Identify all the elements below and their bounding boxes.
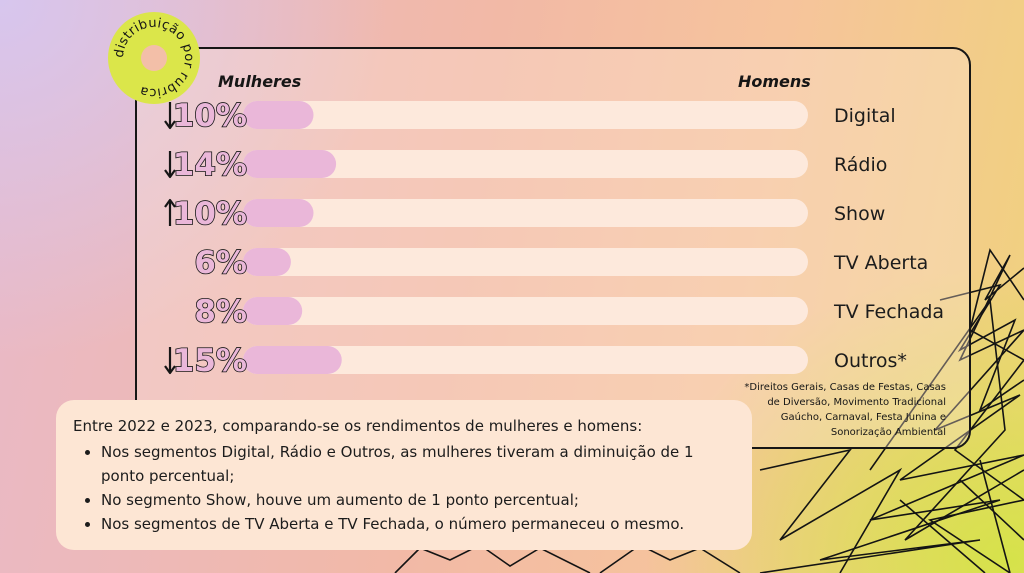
category-label: TV Fechada (833, 301, 944, 323)
summary-bullet: Nos segmentos de TV Aberta e TV Fechada,… (101, 512, 734, 536)
summary-intro: Entre 2022 e 2023, comparando-se os rend… (73, 417, 643, 435)
men-column-label: Homens (738, 72, 811, 91)
value-label: 6% (194, 245, 247, 281)
stamp-hole (141, 45, 167, 71)
footnote: *Direitos Gerais, Casas de Festas, Casas… (744, 382, 946, 438)
down-arrow-head (164, 169, 176, 179)
category-label: Rádio (834, 154, 887, 176)
summary-bullet: Nos segmentos Digital, Rádio e Outros, a… (101, 440, 734, 488)
men-bar (243, 346, 808, 374)
category-label: TV Aberta (833, 252, 928, 274)
women-bar (243, 248, 291, 276)
value-label: 10% (173, 98, 247, 134)
value-label: 14% (173, 147, 247, 183)
women-bar (243, 346, 342, 374)
women-column-label: Mulheres (218, 72, 302, 91)
category-label: Outros* (834, 350, 907, 372)
rubrica-stamp: distribuição por rubrica (108, 12, 200, 104)
women-bar (243, 150, 337, 178)
women-bar (243, 297, 303, 325)
men-bar (243, 248, 808, 276)
summary-list: Nos segmentos Digital, Rádio e Outros, a… (73, 440, 734, 536)
up-arrow-head (164, 198, 176, 208)
down-arrow-head (164, 365, 176, 375)
value-label: 15% (173, 343, 247, 379)
summary-box: Entre 2022 e 2023, comparando-se os rend… (56, 400, 752, 550)
women-bar (243, 101, 314, 129)
men-bar (243, 199, 808, 227)
summary-bullet: No segmento Show, houve um aumento de 1 … (101, 488, 734, 512)
men-bar (243, 150, 808, 178)
men-bar (243, 297, 808, 325)
down-arrow-head (164, 120, 176, 130)
men-bar (243, 101, 808, 129)
category-label: Digital (834, 105, 896, 127)
category-label: Show (834, 203, 885, 225)
women-bar (243, 199, 314, 227)
value-label: 10% (173, 196, 247, 232)
value-label: 8% (194, 294, 247, 330)
